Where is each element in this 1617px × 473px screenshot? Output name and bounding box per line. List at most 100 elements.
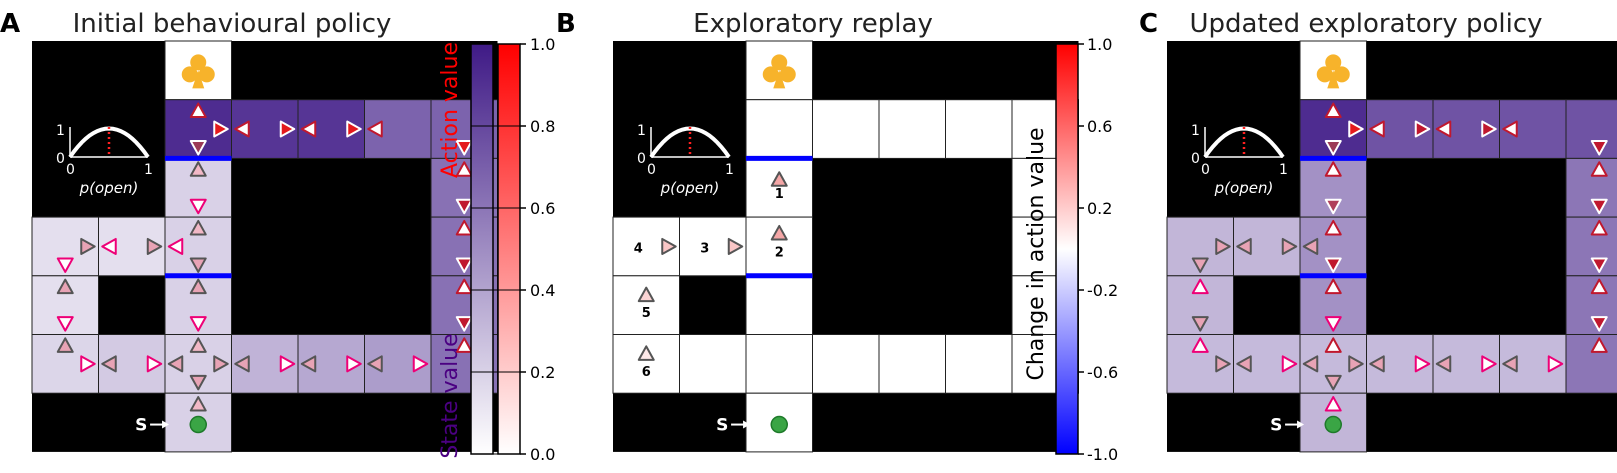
panel-c: C Updated exploratory policy S 1 00 1 p(open… xyxy=(1139,9,1617,453)
action-value-colorbar xyxy=(497,43,521,455)
action-arrow-left xyxy=(1302,237,1319,255)
action-arrow-left xyxy=(1369,120,1385,138)
maze-cell xyxy=(1565,334,1617,394)
action-arrow-down xyxy=(56,316,74,332)
action-arrow-right xyxy=(1215,237,1231,255)
maze-grid-a: S 1 00 1 p(open) xyxy=(31,40,498,453)
inset-xlabel: p(open) xyxy=(660,179,720,197)
colorbar-b-tick-label: 0.6 xyxy=(1087,117,1112,136)
action-arrow-right xyxy=(1414,355,1431,373)
action-arrow-down xyxy=(1324,140,1342,156)
action-arrow-left xyxy=(367,120,383,138)
panel-title-a: Initial behavioural policy xyxy=(73,9,392,39)
action-arrow-up xyxy=(56,337,74,353)
colorbar-a-tick-label: 0.0 xyxy=(530,445,555,464)
action-arrow-right xyxy=(279,120,296,138)
inset-xlabel: p(open) xyxy=(79,179,139,197)
replay-step-label: 2 xyxy=(775,245,784,260)
maze-cell xyxy=(745,334,813,394)
action-arrow-up xyxy=(1324,102,1342,119)
colorbar-b: 1.0 0.6 0.2 -0.2 -0.6 -1.0 Change in action v… xyxy=(1024,35,1118,464)
maze-cell xyxy=(745,275,813,335)
action-arrow-right xyxy=(727,237,744,255)
maze-cell xyxy=(745,99,813,159)
colorbar-b-tick-label: -0.2 xyxy=(1087,281,1118,300)
action-arrow-down xyxy=(455,198,473,215)
action-arrow-down xyxy=(189,374,207,391)
action-arrow-down xyxy=(189,257,207,273)
action-arrow-left xyxy=(1435,355,1452,373)
panel-letter-a: A xyxy=(0,9,20,39)
action-arrow-up xyxy=(56,278,74,295)
maze-cell xyxy=(812,99,880,159)
inset-x-tick: 1 xyxy=(144,162,153,178)
maze-cell xyxy=(1565,216,1617,277)
club-leaf-left xyxy=(1316,66,1333,83)
action-arrow-down xyxy=(189,316,207,332)
action-arrow-up xyxy=(1191,278,1209,295)
maze-cell xyxy=(945,99,1013,159)
action-arrow-up xyxy=(1590,278,1608,295)
action-arrow-right xyxy=(412,355,429,373)
maze-cell xyxy=(612,334,680,394)
action-arrow-left xyxy=(234,355,250,373)
colorbar-b-ticks: 1.0 0.6 0.2 -0.2 -0.6 -1.0 xyxy=(1078,35,1118,464)
club-leaf-right xyxy=(198,66,215,83)
action-arrow-right xyxy=(279,355,296,373)
action-arrow-down xyxy=(1324,316,1342,332)
inset-y-tick: 1 xyxy=(1191,123,1200,139)
action-arrow-left xyxy=(300,120,317,138)
action-arrow-left xyxy=(1502,120,1518,138)
action-arrow-down xyxy=(455,257,473,273)
action-value-label: Action value xyxy=(438,42,463,178)
action-arrow-down xyxy=(1590,140,1608,156)
action-arrow-up xyxy=(770,171,788,187)
action-arrow-up xyxy=(770,224,788,241)
action-arrow-up xyxy=(455,161,473,177)
club-icon xyxy=(762,54,796,89)
p-open-inset: 1 00 1 p(open) xyxy=(637,123,734,197)
club-leaf-left xyxy=(181,66,198,83)
action-arrow-left xyxy=(234,120,250,138)
colorbar-a-tick-label: 0.6 xyxy=(530,199,555,218)
action-arrow-right xyxy=(146,237,163,255)
club-stem xyxy=(773,70,786,89)
action-arrow-right xyxy=(1348,355,1364,373)
action-arrow-right xyxy=(213,355,229,373)
p-open-inset: 1 00 1 p(open) xyxy=(56,123,153,197)
action-arrow-up xyxy=(189,219,207,236)
action-arrow-up xyxy=(1324,337,1342,353)
inset-y-tick: 0 xyxy=(1191,151,1200,167)
inset-x-tick: 1 xyxy=(725,162,734,178)
replay-step-label: 3 xyxy=(700,241,709,256)
action-arrow-down xyxy=(189,198,207,215)
action-arrow-left xyxy=(1236,237,1252,255)
panel-a: A Initial behavioural policy S 1 00 1 p(open… xyxy=(0,9,498,453)
inset-y-tick: 0 xyxy=(56,151,65,167)
colorbar-a-tick-label: 0.4 xyxy=(530,281,555,300)
club-leaf-right xyxy=(779,66,796,83)
action-arrow-right xyxy=(346,355,362,373)
inset-x-tick: 0 xyxy=(66,162,75,178)
action-arrow-right xyxy=(80,237,96,255)
action-arrow-left xyxy=(1302,355,1319,373)
start-arrowhead xyxy=(162,420,170,429)
maze-cell xyxy=(745,157,813,218)
action-arrow-up xyxy=(1590,161,1608,177)
start-arrowhead xyxy=(743,420,751,429)
action-arrow-up xyxy=(637,286,655,303)
action-arrow-up xyxy=(1191,337,1209,353)
start-marker xyxy=(770,415,788,434)
club-stem xyxy=(192,70,205,89)
club-stem xyxy=(1327,70,1340,89)
inset-y-tick: 0 xyxy=(637,151,646,167)
start-marker xyxy=(1324,415,1342,434)
action-arrow-down xyxy=(1324,374,1342,391)
maze-cell xyxy=(812,334,880,394)
action-arrow-down xyxy=(1590,198,1608,215)
start-label: S xyxy=(135,416,147,436)
colorbar-b-tick-label: -0.6 xyxy=(1087,363,1118,382)
action-arrow-right xyxy=(1215,355,1231,373)
state-value-label: State value xyxy=(438,333,463,458)
